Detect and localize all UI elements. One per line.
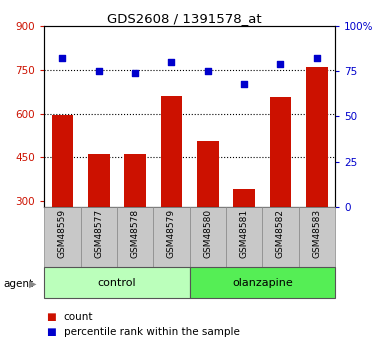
Bar [262,207,299,267]
Bar [197,141,219,207]
Point [314,56,320,61]
Text: agent: agent [4,279,34,288]
Bar [117,207,153,267]
Bar [161,96,182,207]
Text: percentile rank within the sample: percentile rank within the sample [64,327,239,337]
Bar [233,189,255,207]
Point [168,59,174,65]
Text: GSM48577: GSM48577 [94,209,103,258]
Point [205,68,211,74]
Point [59,56,65,61]
Text: olanzapine: olanzapine [232,278,293,288]
Text: GDS2608 / 1391578_at: GDS2608 / 1391578_at [107,12,262,25]
Text: GSM48559: GSM48559 [58,209,67,258]
Text: GSM48579: GSM48579 [167,209,176,258]
Bar [299,207,335,267]
Bar [88,155,110,207]
Bar [190,207,226,267]
Point [96,68,102,74]
Bar [226,207,262,267]
Text: ■: ■ [46,327,56,337]
Bar [80,207,117,267]
Point [277,61,283,67]
Bar [190,267,335,298]
Bar [44,207,80,267]
Text: GSM48583: GSM48583 [312,209,321,258]
Bar [124,154,146,207]
Bar [306,67,328,207]
Bar [270,97,291,207]
Text: count: count [64,312,93,322]
Text: control: control [98,278,136,288]
Bar [153,207,189,267]
Text: GSM48580: GSM48580 [203,209,212,258]
Point [241,81,247,87]
Text: ▶: ▶ [28,279,36,288]
Text: GSM48582: GSM48582 [276,209,285,258]
Bar [44,267,190,298]
Text: GSM48578: GSM48578 [131,209,140,258]
Bar [52,115,73,207]
Text: ■: ■ [46,312,56,322]
Text: GSM48581: GSM48581 [239,209,249,258]
Point [132,70,138,76]
